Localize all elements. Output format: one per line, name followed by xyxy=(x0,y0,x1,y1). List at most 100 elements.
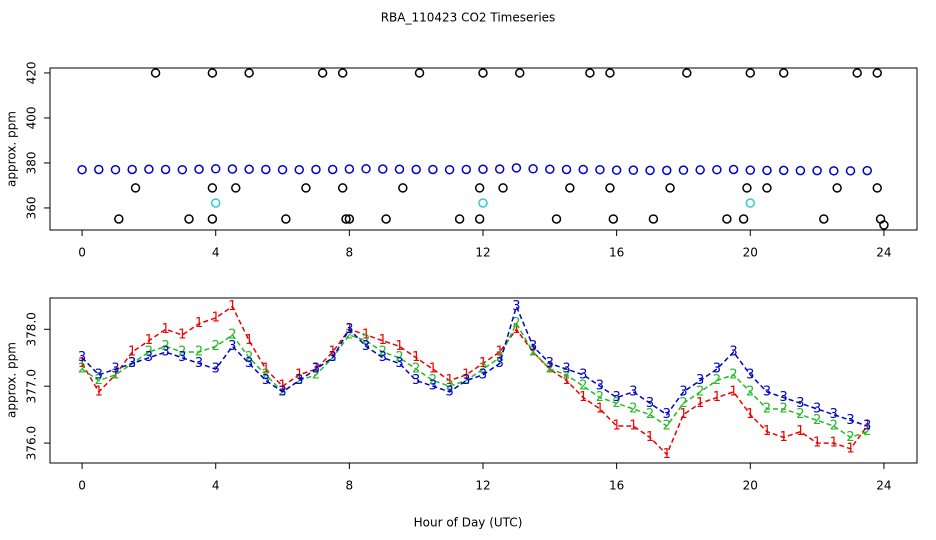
point-symbol: 2 xyxy=(796,407,804,422)
data-point xyxy=(94,164,104,175)
data-point xyxy=(474,214,485,224)
data-point xyxy=(294,164,304,175)
data-point xyxy=(585,68,595,78)
point-symbol: 2 xyxy=(546,362,554,377)
point-symbol: 1 xyxy=(412,350,420,365)
data-point xyxy=(565,183,575,193)
y-tick-label: 380 xyxy=(25,151,39,174)
point-symbol: 3 xyxy=(228,339,236,354)
point-symbol: 1 xyxy=(646,430,654,445)
point-symbol: 1 xyxy=(663,447,671,462)
point-symbol: 2 xyxy=(663,419,671,434)
point-symbol: 2 xyxy=(696,384,704,399)
data-point xyxy=(398,183,408,193)
point-symbol: 3 xyxy=(496,356,504,371)
point-symbol: 3 xyxy=(713,362,721,377)
point-symbol: 3 xyxy=(763,384,771,399)
point-symbol: 2 xyxy=(746,384,754,399)
data-point xyxy=(341,214,351,224)
point-symbol: 3 xyxy=(562,362,570,377)
data-point xyxy=(722,214,732,224)
point-symbol: 2 xyxy=(362,333,370,348)
data-point xyxy=(778,165,789,176)
point-symbol: 2 xyxy=(145,345,153,360)
data-point xyxy=(812,165,822,176)
point-symbol: 3 xyxy=(312,362,320,377)
point-symbol: 1 xyxy=(195,316,203,331)
point-symbol: 2 xyxy=(111,367,119,382)
point-symbol: 3 xyxy=(379,350,387,365)
point-symbol: 1 xyxy=(262,362,270,377)
point-symbol: 3 xyxy=(830,407,838,422)
point-symbol: 3 xyxy=(395,356,403,371)
data-point xyxy=(545,164,555,174)
y-tick-label: 376.0 xyxy=(25,426,39,460)
data-point xyxy=(829,166,839,176)
point-symbol: 1 xyxy=(846,441,854,456)
point-symbol: 2 xyxy=(429,373,437,388)
x-tick-label: 12 xyxy=(475,246,490,260)
point-symbol: 3 xyxy=(529,339,537,354)
data-point xyxy=(231,183,241,193)
point-symbol: 3 xyxy=(212,362,220,377)
point-symbol: 1 xyxy=(329,345,337,360)
x-tick-label: 4 xyxy=(212,479,220,493)
point-symbol: 1 xyxy=(813,436,821,451)
data-point xyxy=(551,214,562,224)
data-point xyxy=(852,68,862,78)
data-point xyxy=(428,164,438,175)
point-symbol: 1 xyxy=(579,390,587,405)
data-point xyxy=(277,164,288,175)
point-symbol: 1 xyxy=(228,299,236,314)
point-symbol: 3 xyxy=(412,373,420,388)
point-symbol: 2 xyxy=(646,407,654,422)
data-point xyxy=(311,164,321,175)
data-point xyxy=(454,214,465,224)
data-point xyxy=(762,165,772,176)
y-axis-label: approx. ppm xyxy=(5,342,19,418)
data-point xyxy=(778,68,789,78)
point-symbol: 2 xyxy=(529,345,537,360)
y-tick-label: 378.0 xyxy=(25,312,39,346)
data-point xyxy=(207,183,218,193)
data-point xyxy=(845,166,856,176)
point-symbol: 1 xyxy=(679,407,687,422)
point-symbol: 2 xyxy=(596,390,604,405)
x-tick-label: 0 xyxy=(78,479,86,493)
data-point xyxy=(381,214,391,224)
plot-frame xyxy=(49,67,918,231)
point-symbol: 1 xyxy=(212,310,220,325)
data-point xyxy=(244,164,254,174)
x-tick-label: 8 xyxy=(346,246,354,260)
data-point xyxy=(478,198,488,208)
point-symbol: 3 xyxy=(612,390,620,405)
point-symbol: 2 xyxy=(713,373,721,388)
point-symbol: 3 xyxy=(629,384,637,399)
point-symbol: 1 xyxy=(445,373,453,388)
point-symbol: 1 xyxy=(746,407,754,422)
data-point xyxy=(160,164,171,175)
point-symbol: 2 xyxy=(445,379,453,394)
point-symbol: 2 xyxy=(212,339,220,354)
data-point xyxy=(184,214,194,224)
series-line xyxy=(81,322,868,439)
point-symbol: 3 xyxy=(663,407,671,422)
point-symbol: 3 xyxy=(78,350,86,365)
data-point xyxy=(244,68,254,78)
point-symbol: 2 xyxy=(245,350,253,365)
point-symbol: 2 xyxy=(161,339,169,354)
data-point xyxy=(177,164,188,175)
y-tick-label: 400 xyxy=(25,106,39,129)
data-point xyxy=(879,220,889,230)
x-tick-label: 24 xyxy=(876,246,891,260)
point-symbol: 3 xyxy=(646,396,654,411)
point-symbol: 1 xyxy=(128,345,136,360)
x-tick-label: 20 xyxy=(743,479,758,493)
data-point xyxy=(862,165,872,176)
data-point xyxy=(682,68,692,78)
point-symbol: 3 xyxy=(161,345,169,360)
point-symbol: 2 xyxy=(863,424,871,439)
point-symbol: 3 xyxy=(546,356,554,371)
point-symbol: 3 xyxy=(746,367,754,382)
point-symbol: 1 xyxy=(780,430,788,445)
